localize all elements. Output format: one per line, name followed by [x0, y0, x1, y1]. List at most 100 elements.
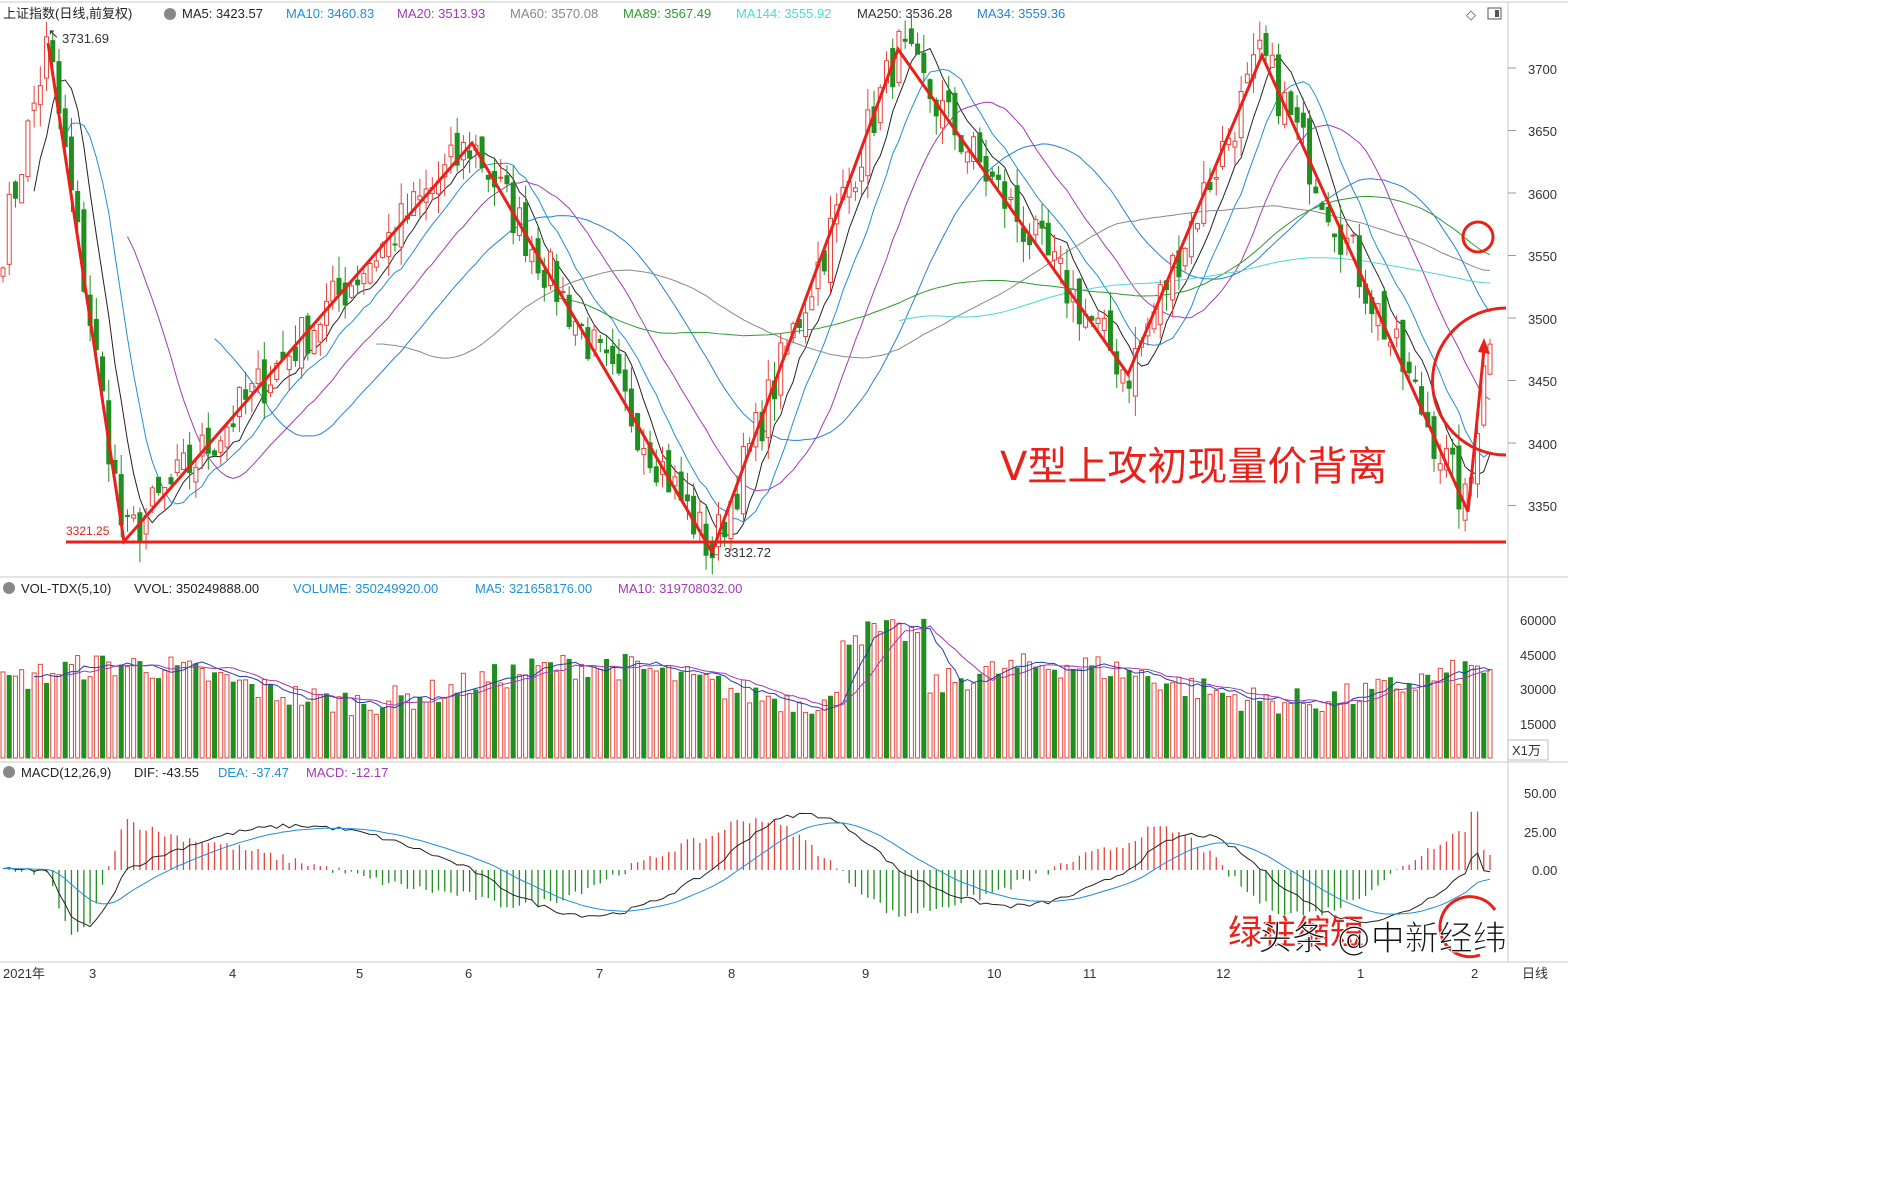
volume-bar	[1170, 682, 1176, 759]
volume-bar	[317, 693, 323, 759]
volume-bar	[523, 674, 529, 759]
volume-bar	[274, 700, 280, 759]
candle-body	[1350, 234, 1356, 237]
candle	[740, 432, 746, 524]
candle-body	[330, 280, 336, 302]
volume-bar	[747, 702, 753, 759]
volume-bar	[162, 669, 168, 759]
candle	[1269, 42, 1275, 68]
price-axis: 3700 3650 3600 3550 3500 3450 3400 3350	[1528, 62, 1557, 514]
candle-body	[915, 43, 921, 55]
candle-body	[1195, 223, 1201, 230]
volume-bar	[989, 661, 995, 759]
candle-body	[149, 487, 155, 507]
candle-body	[765, 379, 771, 439]
candle-body	[311, 330, 317, 355]
candle	[417, 178, 423, 217]
candle-body	[255, 368, 261, 385]
volume-bar	[883, 620, 889, 759]
candle	[230, 405, 236, 433]
candle	[964, 150, 970, 174]
candle-body	[224, 426, 230, 448]
candle	[1107, 292, 1113, 352]
stock-chart[interactable]: 上证指数(日线,前复权) MA5: 3423.57 MA10: 3460.83 …	[0, 0, 1568, 986]
volume-bar	[1331, 691, 1337, 759]
volume-bar	[995, 673, 1001, 759]
candle-body	[964, 151, 970, 163]
vol-vvol: VVOL: 350249888.00	[134, 581, 259, 596]
candle-body	[541, 269, 547, 288]
candle-body	[1450, 447, 1456, 455]
candle-body	[865, 109, 871, 177]
vol-ma5: MA5: 321658176.00	[475, 581, 592, 596]
candle-body	[131, 514, 137, 519]
candle-body	[1307, 118, 1313, 185]
volume-bar	[635, 660, 641, 759]
candle	[977, 127, 983, 168]
time-label: 10	[987, 966, 1001, 981]
candle-body	[124, 514, 130, 517]
candle-body	[1232, 140, 1238, 148]
time-label: 9	[862, 966, 869, 981]
volume-bar	[398, 695, 404, 759]
volume-bar	[1475, 665, 1481, 759]
volume-bar	[87, 676, 93, 759]
diamond-icon[interactable]: ◇	[1466, 7, 1476, 22]
volume-bar	[44, 682, 50, 759]
candle	[1251, 33, 1257, 94]
vol-tick: 15000	[1520, 717, 1556, 732]
candle	[187, 431, 193, 490]
candle	[815, 241, 821, 306]
candle-body	[317, 323, 323, 343]
macd-value: MACD: -12.17	[306, 765, 388, 780]
volume-bar	[554, 670, 560, 759]
volume-bar	[622, 653, 628, 759]
volume-bar	[809, 713, 815, 759]
volume-bar	[653, 670, 659, 759]
candle-body	[0, 267, 6, 277]
candle	[180, 438, 186, 470]
volume-bar	[865, 621, 871, 759]
candle-body	[977, 132, 983, 163]
volume-bar	[93, 655, 99, 759]
candle	[852, 181, 858, 201]
macd-tick: 0.00	[1532, 863, 1557, 878]
candle-body	[81, 209, 87, 292]
volume-bar	[62, 661, 68, 759]
volume-bar	[927, 692, 933, 759]
vol-volume: VOLUME: 350249920.00	[293, 581, 438, 596]
volume-bar	[1400, 691, 1406, 759]
candle	[361, 264, 367, 295]
vol-title: VOL-TDX(5,10)	[21, 581, 111, 596]
candle-body	[205, 427, 211, 454]
candle	[467, 131, 473, 173]
volume-bar	[871, 622, 877, 759]
volume-bar	[535, 665, 541, 759]
candle-body	[1338, 224, 1344, 255]
period-label: 日线	[1522, 966, 1548, 981]
time-label: 4	[229, 966, 236, 981]
candle-body	[174, 459, 180, 474]
volume-bar	[846, 644, 852, 759]
candle	[1157, 279, 1163, 339]
volume-bar	[1020, 653, 1026, 759]
candle	[666, 443, 672, 493]
volume-bar	[796, 701, 802, 759]
volume-bar	[492, 664, 498, 759]
volume-bar	[1226, 695, 1232, 759]
volume-bar	[1163, 683, 1169, 759]
candle-body	[529, 249, 535, 263]
candle-body	[361, 273, 367, 285]
volume-bar	[784, 694, 790, 759]
candle-body	[597, 338, 603, 343]
candle-body	[467, 150, 473, 159]
volume-bar	[1288, 702, 1294, 759]
volume-bar	[423, 701, 429, 759]
volume-bar	[131, 658, 137, 759]
volume-bar	[336, 696, 342, 759]
window-icon[interactable]	[1487, 7, 1502, 20]
candle	[1325, 192, 1331, 227]
macd-annotation-text: 绿柱缩短	[1228, 913, 1364, 953]
volume-bar	[448, 684, 454, 759]
candle-body	[342, 282, 348, 306]
